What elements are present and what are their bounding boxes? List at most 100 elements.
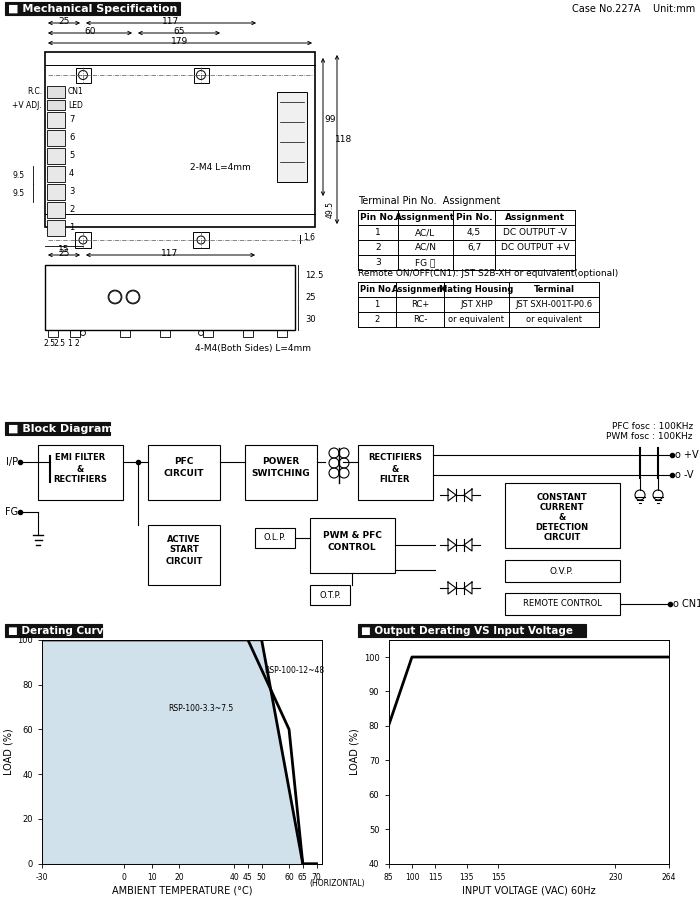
Text: 9.5: 9.5 [13, 188, 25, 197]
Bar [243, 330, 253, 337]
Text: RSP-100-3.3~7.5: RSP-100-3.3~7.5 [168, 705, 234, 714]
Text: O.L.P.: O.L.P. [264, 534, 286, 543]
Text: Mating Housing: Mating Housing [440, 285, 514, 294]
Text: 5: 5 [69, 152, 74, 161]
Text: Pin No.: Pin No. [456, 213, 492, 222]
Text: PWM & PFC: PWM & PFC [323, 530, 382, 539]
Bar [358, 445, 433, 500]
Text: 25: 25 [58, 249, 70, 258]
Text: ■ Mechanical Specification: ■ Mechanical Specification [8, 4, 177, 14]
Text: 99: 99 [324, 114, 336, 123]
Bar [47, 220, 65, 236]
Text: 4,5: 4,5 [467, 228, 481, 237]
Text: REMOTE CONTROL: REMOTE CONTROL [523, 600, 601, 609]
Bar [277, 92, 307, 182]
Text: CONTROL: CONTROL [328, 544, 377, 552]
Bar [47, 130, 65, 146]
Text: JST XHP: JST XHP [460, 300, 493, 309]
Text: 2-M4 L=4mm: 2-M4 L=4mm [190, 163, 251, 172]
Bar [5, 2, 180, 15]
Text: 118: 118 [335, 134, 353, 143]
Bar [45, 265, 295, 330]
Text: 12.5: 12.5 [305, 271, 323, 280]
Text: Terminal: Terminal [533, 285, 575, 294]
Bar [47, 86, 65, 98]
Bar [75, 232, 91, 248]
Text: 2: 2 [69, 206, 74, 215]
Text: (HORIZONTAL): (HORIZONTAL) [309, 879, 365, 888]
Text: Pin No.: Pin No. [360, 285, 394, 294]
Text: DC OUTPUT +V: DC OUTPUT +V [500, 243, 569, 252]
Text: 6: 6 [69, 133, 74, 143]
Bar [47, 166, 65, 182]
Bar [505, 483, 620, 548]
Text: 1: 1 [68, 339, 72, 348]
Text: SWITCHING: SWITCHING [252, 470, 310, 479]
Text: 49.5: 49.5 [326, 200, 335, 218]
Text: 4: 4 [69, 169, 74, 178]
Bar [148, 445, 220, 500]
Text: JST SXH-001T-P0.6: JST SXH-001T-P0.6 [515, 300, 593, 309]
Bar [47, 112, 65, 128]
Text: 7: 7 [69, 115, 74, 124]
Text: ■ Block Diagram: ■ Block Diagram [8, 424, 113, 434]
Text: RC-: RC- [413, 315, 427, 324]
Text: 117: 117 [162, 249, 178, 258]
Bar [277, 330, 287, 337]
Bar [255, 528, 295, 548]
Text: AC/N: AC/N [414, 243, 437, 252]
Text: LED: LED [68, 101, 83, 110]
Text: Assignment: Assignment [505, 213, 565, 222]
Bar [203, 330, 213, 337]
Text: AC/L: AC/L [415, 228, 435, 237]
Text: CIRCUIT: CIRCUIT [543, 533, 581, 541]
Text: RC+: RC+ [411, 300, 429, 309]
Bar [505, 593, 620, 615]
Text: RECTIFIERS: RECTIFIERS [368, 453, 422, 462]
Text: 15: 15 [58, 245, 70, 253]
Text: O.T.P.: O.T.P. [319, 590, 341, 600]
Text: 25: 25 [58, 16, 70, 26]
Text: START: START [169, 546, 199, 555]
Text: &: & [76, 464, 83, 473]
Text: 65: 65 [174, 27, 185, 36]
Bar [48, 330, 58, 337]
Text: CIRCUIT: CIRCUIT [164, 470, 204, 479]
Bar [45, 52, 315, 227]
Bar [194, 68, 209, 83]
Bar [47, 148, 65, 164]
Text: DETECTION: DETECTION [536, 523, 589, 532]
Bar [148, 525, 220, 585]
Text: Assignment: Assignment [395, 213, 456, 222]
Text: Case No.227A    Unit:mm: Case No.227A Unit:mm [572, 4, 695, 14]
Text: EMI FILTER: EMI FILTER [55, 453, 105, 462]
Bar [245, 445, 317, 500]
Bar [47, 100, 65, 110]
Text: FILTER: FILTER [379, 475, 410, 484]
Bar [160, 330, 170, 337]
Text: +V ADJ.: +V ADJ. [13, 101, 42, 110]
Text: 2: 2 [75, 339, 79, 348]
Text: 2.5: 2.5 [44, 339, 56, 348]
Bar [120, 330, 130, 337]
Bar [47, 202, 65, 218]
Bar [193, 232, 209, 248]
Text: ACTIVE: ACTIVE [167, 536, 201, 545]
Text: 1: 1 [374, 300, 379, 309]
Bar [358, 624, 586, 637]
Text: 1: 1 [69, 224, 74, 232]
Text: 6,7: 6,7 [467, 243, 481, 252]
Text: 25: 25 [305, 292, 316, 302]
Text: ■ Output Derating VS Input Voltage: ■ Output Derating VS Input Voltage [361, 626, 573, 636]
Text: 1.6: 1.6 [303, 232, 315, 241]
Bar [47, 184, 65, 200]
Bar [310, 585, 350, 605]
Bar [70, 330, 80, 337]
Text: 30: 30 [305, 314, 316, 324]
Text: Remote ON/OFF(CN1): JST S2B-XH or equivalent(optional): Remote ON/OFF(CN1): JST S2B-XH or equiva… [358, 269, 618, 278]
Text: PFC fosc : 100KHz
PWM fosc : 100KHz: PFC fosc : 100KHz PWM fosc : 100KHz [606, 422, 693, 441]
Text: RECTIFIERS: RECTIFIERS [53, 475, 107, 484]
Text: Terminal Pin No.  Assignment: Terminal Pin No. Assignment [358, 196, 500, 206]
X-axis label: AMBIENT TEMPERATURE (°C): AMBIENT TEMPERATURE (°C) [112, 886, 252, 896]
Bar [5, 624, 102, 637]
